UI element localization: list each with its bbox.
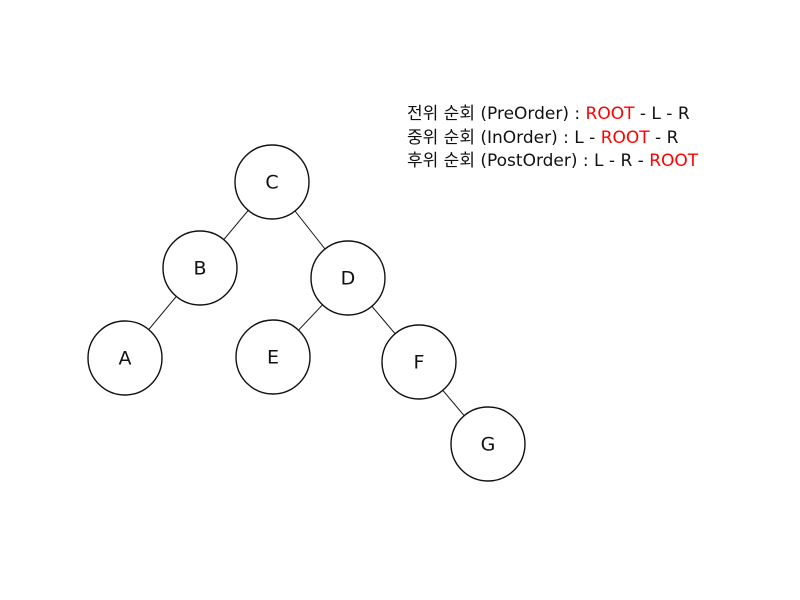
node-circle: [450, 406, 526, 482]
tree-edges: [148, 210, 465, 417]
tree-node-d: D: [310, 240, 386, 316]
node-circle: [234, 144, 310, 220]
traversal-legend: 전위 순회 (PreOrder) : ROOT - L - R 중위 순회 (In…: [407, 103, 698, 174]
legend-text: 전위 순회 (PreOrder) :: [407, 104, 586, 124]
node-circle: [87, 320, 163, 396]
tree-node-e: E: [235, 319, 311, 395]
legend-line-preorder: 전위 순회 (PreOrder) : ROOT - L - R: [407, 103, 698, 127]
node-label: A: [119, 348, 132, 370]
edge-c-d: [294, 210, 326, 250]
tree-node-b: B: [162, 230, 238, 306]
node-circle: [162, 230, 238, 306]
node-label: D: [341, 268, 356, 290]
legend-text: - L - R: [634, 104, 690, 124]
node-circle: [235, 319, 311, 395]
tree-node-a: A: [87, 320, 163, 396]
edge-d-f: [371, 305, 396, 335]
legend-line-postorder: 후위 순회 (PostOrder) : L - R - ROOT: [407, 150, 698, 174]
node-label: B: [193, 258, 206, 280]
legend-line-inorder: 중위 순회 (InOrder) : L - ROOT - R: [407, 127, 698, 151]
legend-text: 후위 순회 (PostOrder) : L - R -: [407, 151, 650, 171]
node-circle: [310, 240, 386, 316]
tree-node-f: F: [381, 324, 457, 400]
edge-f-g: [442, 389, 465, 417]
tree-node-c: C: [234, 144, 310, 220]
node-circle: [381, 324, 457, 400]
node-label: F: [414, 352, 425, 374]
tree-nodes: C B D A E F G: [87, 144, 526, 482]
legend-root-highlight: ROOT: [585, 104, 635, 124]
node-label: G: [481, 434, 496, 456]
legend-text: 중위 순회 (InOrder) : L -: [407, 127, 601, 148]
legend-text: - R: [649, 127, 679, 148]
edge-b-a: [148, 296, 177, 330]
edge-c-b: [223, 210, 249, 240]
legend-root-highlight: ROOT: [649, 151, 699, 171]
node-label: C: [265, 172, 278, 194]
tree-node-g: G: [450, 406, 526, 482]
legend-root-highlight: ROOT: [600, 127, 650, 148]
node-label: E: [267, 347, 279, 369]
edge-d-e: [298, 304, 323, 331]
